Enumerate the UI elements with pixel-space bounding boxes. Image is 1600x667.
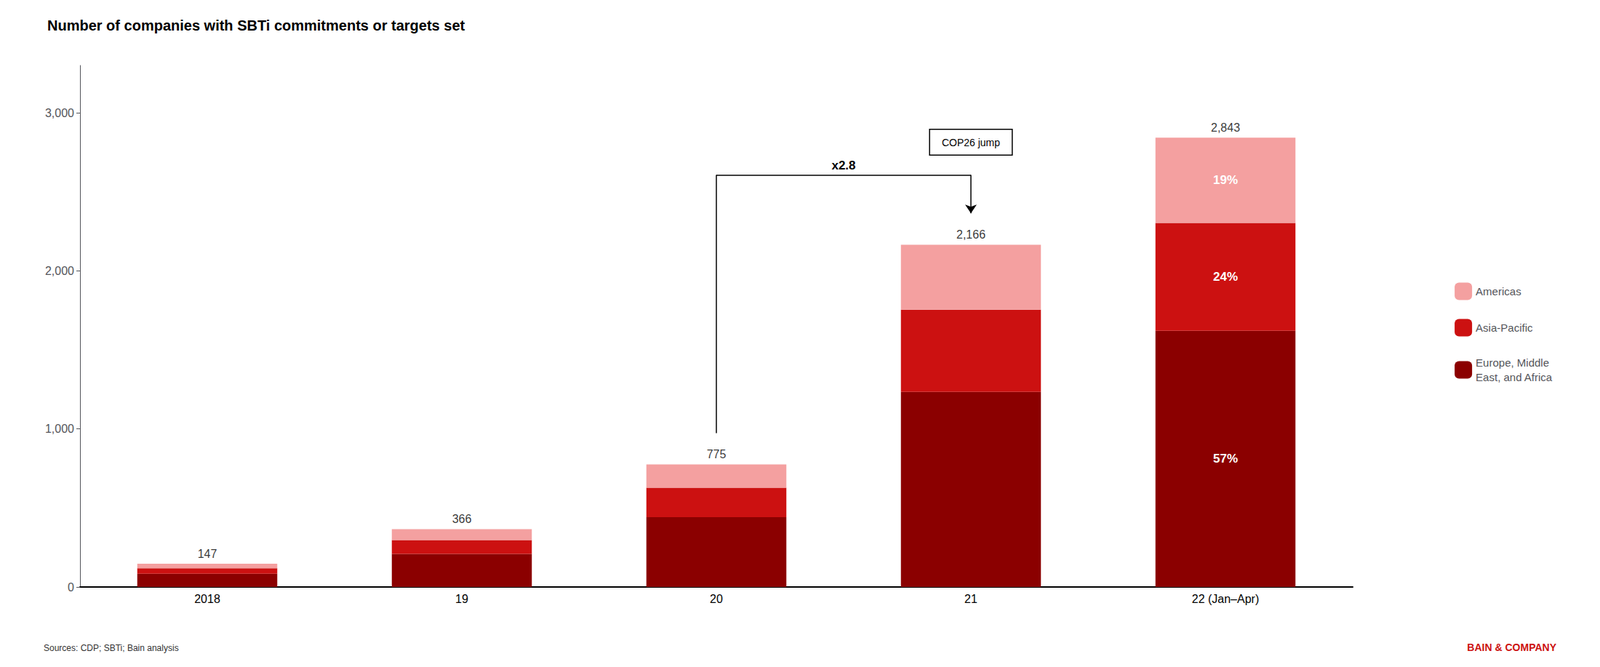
svg-text:20: 20: [709, 592, 723, 606]
svg-text:Number of companies with SBTi: Number of companies with SBTi commitment…: [47, 17, 466, 34]
svg-text:1,000: 1,000: [45, 422, 75, 435]
svg-text:Sources: CDP; SBTi; Bain analy: Sources: CDP; SBTi; Bain analysis: [43, 642, 179, 654]
svg-text:22 (Jan–Apr): 22 (Jan–Apr): [1192, 592, 1260, 606]
svg-text:21: 21: [964, 592, 978, 606]
svg-text:x2.8: x2.8: [831, 158, 856, 173]
svg-text:0: 0: [67, 581, 75, 594]
svg-text:2,000: 2,000: [45, 264, 75, 278]
svg-text:19%: 19%: [1213, 173, 1238, 187]
svg-text:BAIN & COMPANY: BAIN & COMPANY: [1466, 641, 1557, 654]
svg-text:2,166: 2,166: [956, 228, 986, 241]
svg-text:COP26 jump: COP26 jump: [941, 136, 1000, 149]
svg-text:366: 366: [452, 512, 472, 526]
svg-text:East, and Africa: East, and Africa: [1475, 370, 1553, 384]
svg-text:Asia-Pacific: Asia-Pacific: [1475, 321, 1534, 334]
svg-text:57%: 57%: [1213, 451, 1238, 466]
svg-text:3,000: 3,000: [45, 106, 75, 120]
svg-text:775: 775: [706, 448, 727, 461]
svg-text:2,843: 2,843: [1210, 121, 1240, 134]
svg-text:Americas: Americas: [1475, 285, 1522, 298]
svg-text:2018: 2018: [194, 592, 221, 606]
svg-text:19: 19: [455, 592, 469, 606]
svg-text:24%: 24%: [1213, 269, 1238, 284]
svg-text:Europe, Middle: Europe, Middle: [1475, 356, 1550, 369]
svg-text:147: 147: [197, 547, 218, 560]
